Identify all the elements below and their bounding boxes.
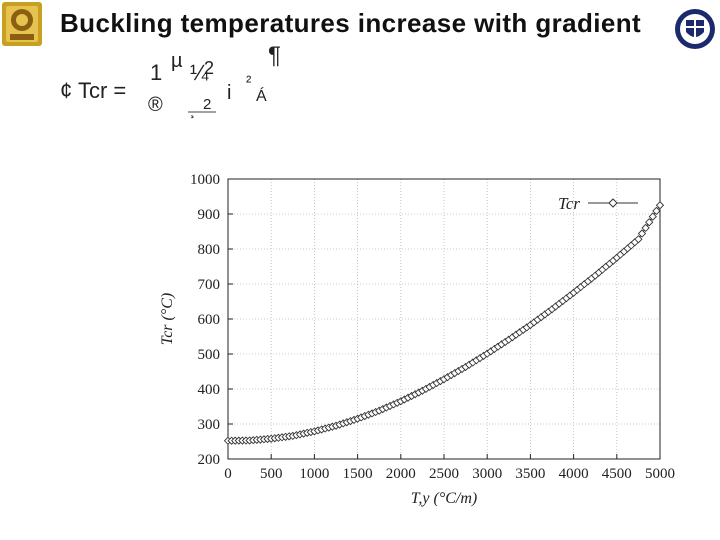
y-axis-label: Tcr (°C) <box>159 293 176 345</box>
data-point <box>634 235 643 244</box>
x-axis-label: T,y (°C/m) <box>411 490 478 507</box>
y-tick-label: 300 <box>198 417 221 433</box>
equation-glyph: 2 <box>203 96 212 113</box>
series-markers <box>223 201 665 445</box>
equation-glyph: 2 <box>204 58 215 78</box>
equation-glyph: ® <box>148 94 163 116</box>
x-tick-label: 1000 <box>299 466 329 482</box>
equation-glyph: i <box>227 82 232 104</box>
x-tick-label: 1500 <box>343 466 373 482</box>
data-point <box>641 223 650 233</box>
y-tick-label: 1000 <box>190 172 220 188</box>
y-tick-label: 200 <box>198 452 221 468</box>
data-point <box>652 206 661 216</box>
x-tick-label: 5000 <box>645 466 675 482</box>
data-point <box>648 212 657 221</box>
edinburgh-crest-logo <box>674 8 716 50</box>
equation-glyph: ¶ <box>268 42 281 69</box>
equation-glyph: ¸ <box>190 102 195 119</box>
equation-glyph: µ <box>171 50 183 72</box>
data-point <box>645 218 654 227</box>
x-tick-label: 500 <box>260 466 283 482</box>
x-tick-label: 2000 <box>386 466 416 482</box>
x-tick-label: 4500 <box>602 466 632 482</box>
equation-glyph: Á <box>256 88 267 105</box>
y-tick-label: 800 <box>198 242 221 258</box>
y-tick-label: 700 <box>198 277 221 293</box>
equation-lhs: ¢ Tcr = <box>60 78 127 103</box>
legend-label: Tcr <box>558 194 580 213</box>
data-point <box>655 201 665 210</box>
y-tick-label: 900 <box>198 207 221 223</box>
y-tick-label: 500 <box>198 347 221 363</box>
equation-glyph: ¼ <box>190 60 209 85</box>
x-tick-label: 3500 <box>515 466 545 482</box>
x-tick-label: 2500 <box>429 466 459 482</box>
x-tick-label: 3000 <box>472 466 502 482</box>
x-tick-label: 4000 <box>559 466 589 482</box>
x-tick-label: 0 <box>224 466 232 482</box>
edinburgh-crest-icon <box>675 9 715 49</box>
y-tick-label: 400 <box>198 382 221 398</box>
equation-glyph: 1 <box>150 60 163 85</box>
university-crest-logo <box>2 2 42 46</box>
university-crest-icon <box>2 2 42 46</box>
legend-marker <box>608 198 618 208</box>
equation-glyph: ² <box>246 74 252 91</box>
y-tick-label: 600 <box>198 312 221 328</box>
data-point <box>637 229 647 238</box>
buckling-temperature-chart: 0 500 1000 1500 2000 2500 3000 3500 4000 4500 5000… <box>159 172 675 507</box>
slide-title: Buckling temperatures increase with grad… <box>60 8 642 38</box>
fraction-bar <box>188 111 216 113</box>
